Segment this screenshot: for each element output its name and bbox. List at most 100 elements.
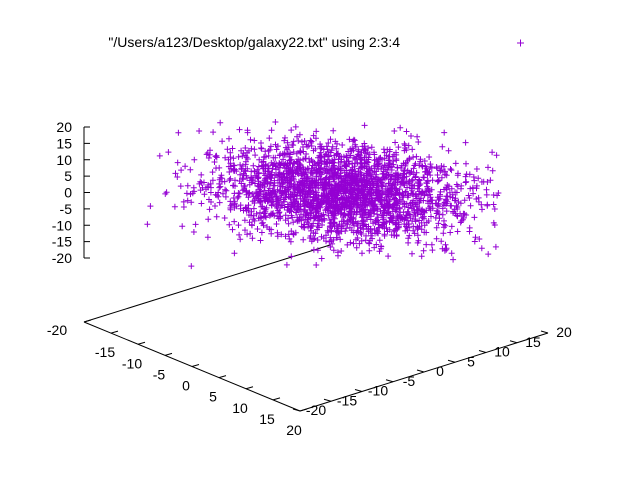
data-point (435, 220, 442, 227)
data-point (260, 165, 266, 172)
data-point (370, 208, 377, 215)
data-point (281, 137, 288, 144)
data-point (395, 213, 402, 220)
data-point (279, 150, 286, 157)
data-point (478, 245, 485, 252)
data-point (271, 172, 278, 179)
data-point (386, 146, 393, 153)
data-point (267, 143, 274, 150)
data-point (457, 200, 464, 207)
data-point (165, 149, 172, 156)
data-point (458, 218, 465, 224)
data-point (290, 219, 297, 226)
data-point (266, 212, 273, 219)
data-point (196, 128, 203, 134)
data-point (217, 183, 224, 190)
data-point (419, 189, 426, 196)
data-point (230, 155, 237, 162)
data-point (323, 143, 330, 150)
data-point (414, 239, 421, 246)
data-point (227, 154, 234, 161)
data-point (297, 147, 304, 154)
data-point (307, 187, 314, 194)
data-point (419, 163, 426, 170)
data-point (278, 231, 285, 238)
data-point (254, 182, 261, 189)
z-tick-label: -10 (52, 217, 72, 233)
x-tick-mark (137, 341, 146, 345)
data-point (383, 171, 389, 178)
data-point (314, 226, 321, 233)
data-point (374, 192, 380, 199)
data-point (378, 163, 385, 169)
data-point (381, 232, 388, 239)
data-point (317, 157, 324, 164)
data-point (171, 203, 178, 210)
data-point (442, 171, 449, 178)
data-point (206, 206, 213, 213)
data-point (282, 144, 289, 151)
data-point (330, 197, 336, 204)
data-point (180, 198, 187, 205)
data-point (231, 218, 238, 225)
data-point (368, 144, 375, 151)
data-point (259, 203, 266, 210)
data-point (324, 156, 331, 163)
data-point (371, 210, 377, 217)
data-point (284, 161, 291, 167)
data-point (410, 213, 417, 219)
data-point (363, 223, 370, 230)
data-point (227, 175, 234, 182)
data-point (174, 174, 181, 180)
data-point (414, 232, 421, 239)
data-point (396, 192, 403, 198)
data-point (439, 143, 446, 150)
data-point (242, 145, 249, 151)
data-point (282, 187, 289, 194)
data-point (216, 184, 223, 191)
data-point (433, 235, 440, 242)
data-point (274, 193, 280, 200)
data-point (420, 197, 427, 204)
data-point (292, 187, 299, 194)
data-point (385, 157, 392, 164)
data-point (411, 207, 418, 214)
data-point (325, 190, 332, 197)
data-point (249, 235, 256, 242)
data-point (257, 209, 263, 216)
data-point (310, 229, 317, 236)
data-point (333, 234, 340, 241)
data-point (406, 169, 413, 176)
z-tick-label: -20 (52, 250, 72, 266)
data-point (309, 162, 316, 169)
data-point (215, 189, 222, 196)
data-point (472, 234, 479, 241)
data-point (223, 187, 230, 194)
data-point (246, 189, 253, 196)
data-point (243, 172, 250, 179)
y-tick-label: -5 (403, 373, 416, 389)
data-point (454, 228, 461, 235)
data-point (300, 198, 307, 205)
data-point (362, 193, 369, 200)
data-point (297, 189, 304, 196)
data-point (192, 221, 199, 228)
data-point (231, 250, 238, 257)
data-point (317, 169, 324, 176)
data-point (258, 220, 265, 227)
data-point (414, 203, 421, 210)
x-tick-label: 10 (232, 400, 248, 416)
data-point (324, 227, 331, 234)
data-point (316, 203, 323, 210)
data-point (402, 227, 409, 234)
data-point (241, 217, 248, 224)
legend-marker-plus-shape (517, 39, 524, 47)
data-point (335, 175, 342, 182)
data-point (455, 170, 461, 177)
data-point (288, 253, 295, 260)
data-point (397, 181, 404, 188)
data-point (374, 217, 381, 224)
x-tick-label: 20 (286, 422, 302, 438)
data-point (410, 171, 417, 178)
